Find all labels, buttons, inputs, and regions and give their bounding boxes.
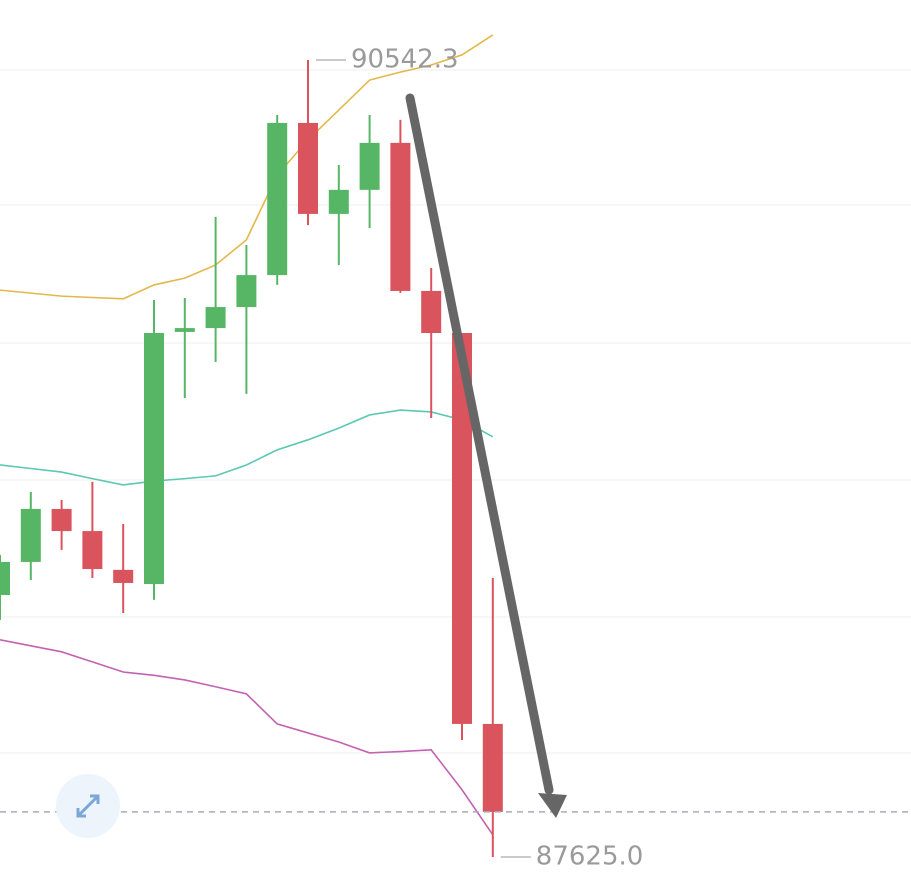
band-line bbox=[0, 34, 494, 300]
plot: 90542.3 87625.0 bbox=[0, 34, 911, 871]
candle-body bbox=[20, 508, 41, 562]
expand-button[interactable] bbox=[56, 774, 120, 838]
arrow-shaft bbox=[405, 93, 554, 795]
candle-body bbox=[298, 122, 318, 214]
annotation-label: 87625.0 bbox=[536, 841, 644, 871]
arrow-head bbox=[538, 793, 567, 818]
candle-body bbox=[482, 723, 503, 812]
candle-body bbox=[328, 189, 349, 214]
candle-body bbox=[174, 328, 195, 332]
candle-body bbox=[452, 333, 472, 724]
candle-body bbox=[267, 122, 288, 276]
candle-body bbox=[51, 508, 72, 532]
candle-body bbox=[390, 142, 411, 291]
candle-body bbox=[421, 290, 442, 334]
candle-body bbox=[359, 142, 380, 190]
candle-body bbox=[236, 275, 257, 308]
candle-body bbox=[82, 531, 103, 570]
trend-arrow bbox=[405, 93, 567, 818]
expand-icon[interactable] bbox=[76, 794, 100, 818]
band-line bbox=[0, 409, 494, 486]
candle-body bbox=[144, 333, 164, 585]
annotation-label: 90542.3 bbox=[351, 45, 459, 75]
candle-body bbox=[205, 307, 226, 329]
candle-body bbox=[113, 569, 134, 583]
band-line bbox=[0, 639, 494, 836]
candle-body bbox=[0, 561, 10, 595]
